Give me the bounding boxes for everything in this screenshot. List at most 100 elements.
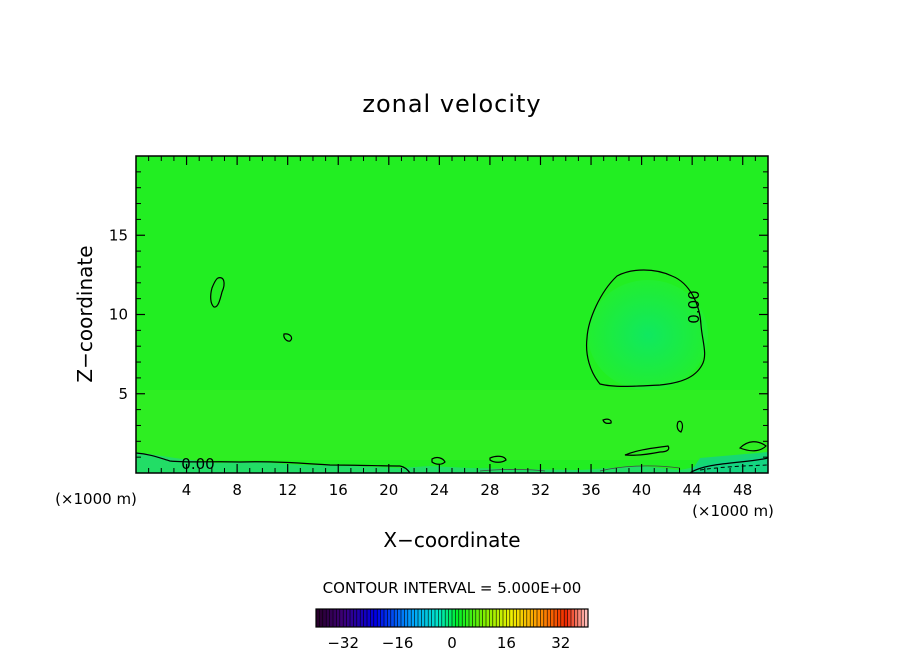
plot-field [136, 156, 768, 473]
colorbar-cell [462, 609, 466, 627]
contour-small-cell-8 [738, 441, 767, 452]
x-tick-label: 32 [531, 481, 550, 499]
colorbar-cell [520, 609, 524, 627]
colorbar-cell [458, 609, 463, 627]
colorbar-cell [496, 609, 500, 627]
colorbar-cell [530, 609, 534, 627]
colorbar-tick-label: 32 [551, 634, 570, 652]
colorbar-cell [322, 609, 327, 627]
colorbar-cell [574, 609, 579, 627]
colorbar-cell [584, 609, 589, 627]
y-tick-label: 5 [118, 385, 128, 403]
colorbar-cell [547, 609, 551, 627]
colorbar-cell [404, 609, 409, 627]
colorbar-cell [486, 609, 490, 627]
y-tick-label: 10 [109, 306, 128, 324]
x-tick-label: 24 [430, 481, 449, 499]
colorbar-cell [333, 609, 337, 627]
colorbar-cell [455, 609, 460, 627]
colorbar [315, 608, 589, 628]
contour-negative-region [585, 269, 706, 387]
colorbar-cell [526, 609, 531, 627]
colorbar-cell [316, 609, 320, 627]
contour-surface-east [689, 457, 768, 473]
x-tick-label: 40 [632, 481, 651, 499]
contour-small-cell-5 [602, 418, 612, 424]
colorbar-cell [336, 609, 341, 627]
colorbar-cell [577, 609, 582, 627]
colorbar-labels: −32 −16 0 16 32 [327, 634, 570, 652]
zero-contours [136, 269, 768, 473]
colorbar-cell [394, 609, 398, 627]
contour-positive-surface [599, 465, 681, 472]
y-tick-label: 15 [109, 226, 128, 244]
colorbar-cell [418, 609, 422, 627]
contour-small-cell-1 [210, 277, 225, 308]
colorbar-cell [380, 609, 385, 627]
x-axis-ticks: 4 8 12 16 20 24 28 32 36 40 44 48 [182, 156, 752, 499]
colorbar-cell [424, 609, 429, 627]
contour-label-blob: 0.00 [685, 290, 703, 323]
colorbar-cell [387, 609, 392, 627]
colorbar-cell [509, 609, 514, 627]
colorbar-cell [571, 609, 575, 627]
x-tick-label: 8 [232, 481, 242, 499]
colorbar-cell [438, 609, 443, 627]
colorbar-cell [469, 609, 473, 627]
colorbar-cell [472, 609, 477, 627]
colorbar-cell [339, 609, 344, 627]
x-tick-label: 44 [683, 481, 702, 499]
colorbar-cell [550, 609, 555, 627]
y-axis-ticks: 5 10 15 [109, 226, 768, 403]
colorbar-cell [560, 609, 565, 627]
x-unit-left: (×1000 m) [55, 490, 137, 508]
chart-title: zonal velocity [362, 90, 541, 118]
colorbar-cell [445, 609, 449, 627]
surface-layer-east [690, 452, 768, 473]
minor-ticks [136, 156, 768, 473]
colorbar-cell [377, 609, 381, 627]
colorbar-cell [479, 609, 483, 627]
colorbar-cell [448, 609, 453, 627]
colorbar-cell [346, 609, 351, 627]
colorbar-cell [373, 609, 378, 627]
negative-contours [699, 464, 768, 471]
colorbar-cell [407, 609, 412, 627]
colorbar-cell [326, 609, 330, 627]
colorbar-frame [315, 608, 589, 628]
x-tick-label: 28 [480, 481, 499, 499]
colorbar-cell [554, 609, 558, 627]
colorbar-cell [513, 609, 517, 627]
colorbar-cell [319, 609, 324, 627]
colorbar-cell [329, 609, 334, 627]
colorbar-cell [506, 609, 511, 627]
x-tick-label: 12 [278, 481, 297, 499]
colorbar-cell [435, 609, 439, 627]
colorbar-cell [489, 609, 494, 627]
colorbar-cell [390, 609, 395, 627]
colorbar-cell [537, 609, 541, 627]
x-tick-label: 4 [182, 481, 192, 499]
colorbar-cell [384, 609, 388, 627]
contour-small-cell-6 [676, 420, 684, 433]
colorbar-tick-label: −16 [382, 634, 414, 652]
contour-small-cell-3 [431, 456, 446, 465]
colorbar-cell [428, 609, 432, 627]
colorbar-cell [397, 609, 402, 627]
colorbar-cell [370, 609, 375, 627]
colorbar-cell [543, 609, 548, 627]
colorbar-cell [557, 609, 562, 627]
colorbar-cell [567, 609, 572, 627]
colorbar-cell [356, 609, 361, 627]
colorbar-cell [350, 609, 354, 627]
colorbar-cell [401, 609, 405, 627]
colorbar-cell [431, 609, 436, 627]
colorbar-cell [533, 609, 538, 627]
x-tick-label: 36 [581, 481, 600, 499]
colorbar-tick-label: −32 [327, 634, 359, 652]
colorbar-cell [343, 609, 347, 627]
contour-small-cell-4 [489, 455, 507, 463]
contour-small-cell-2 [283, 333, 293, 342]
contour-surface-west [136, 452, 411, 473]
